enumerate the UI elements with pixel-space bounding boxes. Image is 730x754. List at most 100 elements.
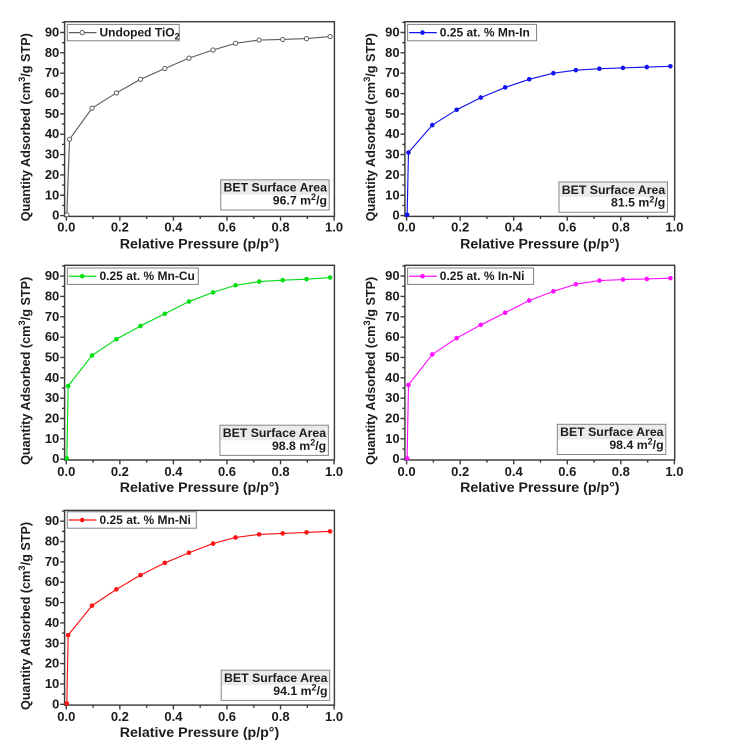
svg-text:0.2: 0.2 — [111, 709, 129, 724]
svg-text:81.5 m2/g: 81.5 m2/g — [611, 194, 665, 209]
svg-text:80: 80 — [385, 45, 399, 60]
svg-text:70: 70 — [385, 309, 399, 324]
svg-text:0: 0 — [52, 208, 59, 223]
svg-text:Quantity Adsorbed (cm3/g STP): Quantity Adsorbed (cm3/g STP) — [17, 522, 33, 710]
svg-text:80: 80 — [45, 45, 59, 60]
svg-text:Relative Pressure (p/p°): Relative Pressure (p/p°) — [120, 725, 280, 741]
svg-text:0.2: 0.2 — [111, 219, 129, 234]
svg-text:94.1 m2/g: 94.1 m2/g — [273, 683, 327, 698]
svg-text:50: 50 — [45, 106, 59, 121]
svg-text:40: 40 — [45, 615, 59, 630]
svg-text:0.0: 0.0 — [398, 219, 416, 234]
svg-text:60: 60 — [45, 574, 59, 589]
svg-text:10: 10 — [45, 676, 59, 691]
svg-text:0.6: 0.6 — [218, 219, 236, 234]
svg-text:0.0: 0.0 — [57, 219, 75, 234]
svg-text:0.4: 0.4 — [505, 219, 524, 234]
svg-text:0: 0 — [392, 451, 399, 466]
svg-text:0.8: 0.8 — [272, 709, 290, 724]
svg-text:90: 90 — [45, 25, 59, 40]
svg-text:98.8 m2/g: 98.8 m2/g — [272, 438, 326, 453]
svg-text:96.7 m2/g: 96.7 m2/g — [273, 192, 327, 207]
svg-text:0.2: 0.2 — [451, 464, 469, 479]
svg-text:50: 50 — [45, 349, 59, 364]
svg-text:80: 80 — [385, 288, 399, 303]
svg-text:BET Surface Area: BET Surface Area — [223, 426, 327, 440]
svg-text:90: 90 — [45, 268, 59, 283]
svg-text:0.25 at. % Mn-Ni: 0.25 at. % Mn-Ni — [100, 513, 191, 527]
svg-text:80: 80 — [45, 534, 59, 549]
svg-text:Quantity Adsorbed (cm3/g STP): Quantity Adsorbed (cm3/g STP) — [17, 277, 33, 465]
svg-text:10: 10 — [45, 187, 59, 202]
svg-text:60: 60 — [45, 329, 59, 344]
svg-text:Quantity Adsorbed (cm3/g STP): Quantity Adsorbed (cm3/g STP) — [17, 33, 33, 221]
svg-text:30: 30 — [45, 635, 59, 650]
svg-text:Relative Pressure (p/p°): Relative Pressure (p/p°) — [460, 236, 620, 252]
svg-text:50: 50 — [45, 595, 59, 610]
svg-text:30: 30 — [45, 147, 59, 162]
svg-text:0.6: 0.6 — [218, 464, 236, 479]
svg-text:30: 30 — [385, 390, 399, 405]
svg-text:90: 90 — [385, 268, 399, 283]
svg-text:70: 70 — [385, 65, 399, 80]
svg-text:0.0: 0.0 — [57, 464, 75, 479]
svg-text:98.4 m2/g: 98.4 m2/g — [609, 437, 663, 452]
svg-text:10: 10 — [385, 431, 399, 446]
svg-text:40: 40 — [385, 126, 399, 141]
svg-text:Relative Pressure (p/p°): Relative Pressure (p/p°) — [460, 480, 620, 496]
svg-text:BET Surface Area: BET Surface Area — [224, 671, 328, 685]
svg-text:0.4: 0.4 — [164, 464, 183, 479]
svg-text:Quantity Adsorbed (cm3/g STP): Quantity Adsorbed (cm3/g STP) — [362, 33, 378, 221]
svg-text:0.6: 0.6 — [558, 219, 576, 234]
svg-text:BET Surface Area: BET Surface Area — [560, 425, 664, 439]
svg-text:60: 60 — [385, 329, 399, 344]
svg-text:Relative Pressure (p/p°): Relative Pressure (p/p°) — [120, 236, 280, 252]
svg-text:0: 0 — [52, 451, 59, 466]
svg-text:Quantity Adsorbed (cm3/g STP): Quantity Adsorbed (cm3/g STP) — [362, 277, 378, 465]
svg-text:10: 10 — [45, 431, 59, 446]
svg-text:0.8: 0.8 — [272, 219, 290, 234]
svg-text:1.0: 1.0 — [325, 709, 343, 724]
svg-text:0.2: 0.2 — [451, 219, 469, 234]
svg-text:50: 50 — [385, 106, 399, 121]
svg-text:Relative Pressure (p/p°): Relative Pressure (p/p°) — [120, 480, 280, 496]
svg-text:0.0: 0.0 — [398, 464, 416, 479]
svg-text:90: 90 — [45, 513, 59, 528]
svg-text:0.4: 0.4 — [505, 464, 524, 479]
svg-text:0.25 at. % Mn-In: 0.25 at. % Mn-In — [440, 26, 530, 40]
svg-text:20: 20 — [45, 167, 59, 182]
svg-text:60: 60 — [45, 86, 59, 101]
svg-text:40: 40 — [45, 126, 59, 141]
svg-text:10: 10 — [385, 187, 399, 202]
svg-text:30: 30 — [45, 390, 59, 405]
svg-text:BET Surface Area: BET Surface Area — [562, 183, 666, 197]
svg-text:1.0: 1.0 — [325, 219, 343, 234]
svg-text:BET Surface Area: BET Surface Area — [224, 181, 328, 195]
svg-text:70: 70 — [45, 309, 59, 324]
svg-text:60: 60 — [385, 86, 399, 101]
svg-text:0.8: 0.8 — [272, 464, 290, 479]
svg-text:0.2: 0.2 — [111, 464, 129, 479]
svg-text:0.8: 0.8 — [612, 219, 630, 234]
svg-text:0.25 at. % Mn-Cu: 0.25 at. % Mn-Cu — [100, 269, 195, 283]
svg-text:70: 70 — [45, 65, 59, 80]
svg-text:0.6: 0.6 — [558, 464, 576, 479]
svg-text:30: 30 — [385, 147, 399, 162]
svg-text:20: 20 — [385, 411, 399, 426]
svg-text:0.4: 0.4 — [164, 219, 183, 234]
svg-text:20: 20 — [385, 167, 399, 182]
svg-text:1.0: 1.0 — [665, 464, 683, 479]
svg-text:0.0: 0.0 — [57, 709, 75, 724]
svg-text:20: 20 — [45, 656, 59, 671]
svg-text:1.0: 1.0 — [665, 219, 683, 234]
svg-text:50: 50 — [385, 349, 399, 364]
svg-text:0.6: 0.6 — [218, 709, 236, 724]
svg-text:Undoped TiO2: Undoped TiO2 — [100, 26, 180, 42]
svg-text:40: 40 — [385, 370, 399, 385]
svg-text:0.8: 0.8 — [612, 464, 630, 479]
svg-text:80: 80 — [45, 288, 59, 303]
svg-text:20: 20 — [45, 411, 59, 426]
svg-text:90: 90 — [385, 25, 399, 40]
svg-text:0.4: 0.4 — [164, 709, 183, 724]
svg-text:0: 0 — [52, 696, 59, 711]
